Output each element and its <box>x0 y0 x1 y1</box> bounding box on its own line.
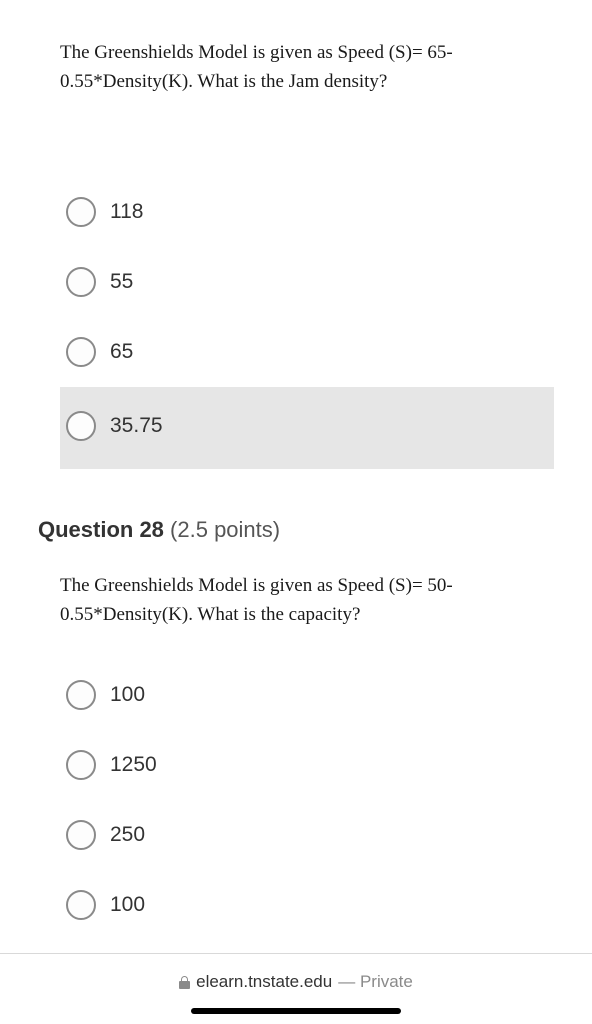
question-27-prompt: The Greenshields Model is given as Speed… <box>60 38 532 97</box>
option-row[interactable]: 250 <box>60 800 554 870</box>
home-indicator[interactable] <box>191 1008 401 1014</box>
option-label: 1250 <box>110 753 157 777</box>
question-28-prompt: The Greenshields Model is given as Speed… <box>60 571 532 630</box>
radio-icon[interactable] <box>66 890 96 920</box>
question-27-options: 118 55 65 35.75 <box>60 177 554 469</box>
radio-icon[interactable] <box>66 411 96 441</box>
option-row[interactable]: 100 <box>60 660 554 730</box>
radio-icon[interactable] <box>66 820 96 850</box>
radio-icon[interactable] <box>66 680 96 710</box>
option-row[interactable]: 100 <box>60 870 554 940</box>
option-row[interactable]: 35.75 <box>60 387 554 469</box>
option-row[interactable]: 55 <box>60 247 554 317</box>
option-label: 118 <box>110 200 143 224</box>
option-row[interactable]: 118 <box>60 177 554 247</box>
quiz-content: The Greenshields Model is given as Speed… <box>0 0 592 940</box>
option-label: 55 <box>110 270 133 294</box>
url-domain: elearn.tnstate.edu <box>196 972 332 992</box>
option-row[interactable]: 1250 <box>60 730 554 800</box>
question-points: (2.5 points) <box>170 517 280 542</box>
option-label: 250 <box>110 823 145 847</box>
option-row[interactable]: 65 <box>60 317 554 387</box>
url-mode: — Private <box>338 972 413 992</box>
radio-icon[interactable] <box>66 337 96 367</box>
question-28-header: Question 28 (2.5 points) <box>38 517 554 543</box>
option-label: 100 <box>110 893 145 917</box>
radio-icon[interactable] <box>66 750 96 780</box>
lock-icon <box>179 976 190 989</box>
question-28-options: 100 1250 250 100 <box>60 660 554 940</box>
radio-icon[interactable] <box>66 197 96 227</box>
radio-icon[interactable] <box>66 267 96 297</box>
url-line[interactable]: elearn.tnstate.edu — Private <box>179 972 413 992</box>
option-label: 100 <box>110 683 145 707</box>
option-label: 35.75 <box>110 414 163 438</box>
browser-bar: elearn.tnstate.edu — Private <box>0 953 592 1024</box>
question-number: Question 28 <box>38 517 164 542</box>
option-label: 65 <box>110 340 133 364</box>
